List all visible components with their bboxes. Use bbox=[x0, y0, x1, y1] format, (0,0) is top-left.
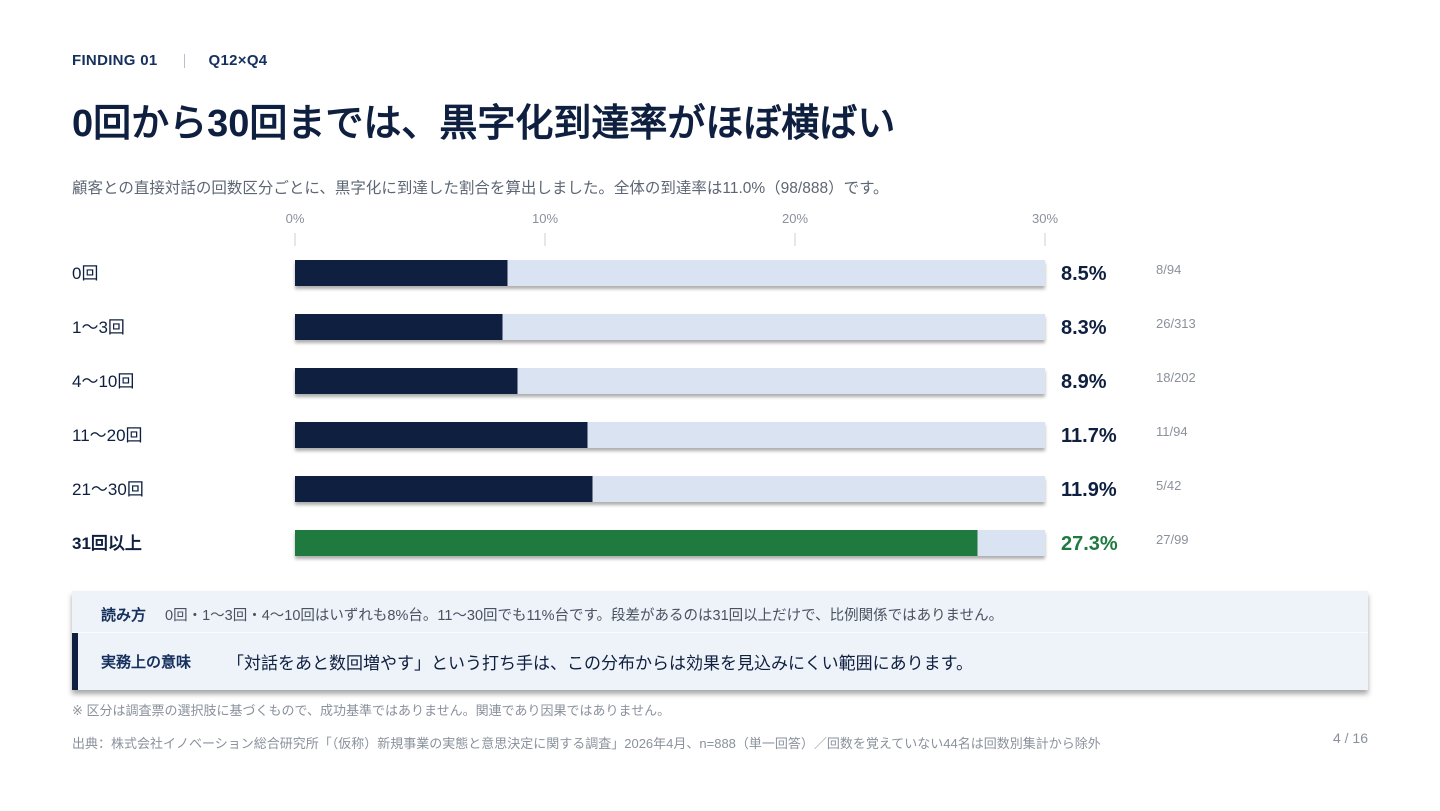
chart-row: 4〜10回 8.9% 18/202 bbox=[72, 368, 1196, 394]
category-label: 1〜3回 bbox=[72, 318, 125, 337]
category-label: 11〜20回 bbox=[72, 426, 143, 445]
eyebrow-divider bbox=[183, 53, 185, 68]
page-number: 4 / 16 bbox=[1332, 730, 1368, 746]
slide-title: 0回から30回までは、黒字化到達率がほぼ横ばい bbox=[72, 103, 896, 145]
category-label: 4〜10回 bbox=[72, 372, 134, 391]
count-label: 5/42 bbox=[1156, 478, 1181, 493]
implication-text: 「対話をあと数回増やす」という打ち手は、この分布からは効果を見込みにくい範囲にあ… bbox=[227, 654, 973, 673]
question-ref: Q12×Q4 bbox=[208, 52, 268, 69]
count-label: 18/202 bbox=[1156, 370, 1196, 385]
chart-row: 11〜20回 11.7% 11/94 bbox=[72, 422, 1188, 448]
footnote: ※ 区分は調査票の選択肢に基づくもので、成功基準ではありません。関連であり因果で… bbox=[72, 703, 671, 718]
x-tick-label: 20% bbox=[782, 211, 808, 226]
source-citation: 出典：株式会社イノベーション総合研究所「（仮称）新規事業の実態と意思決定に関する… bbox=[72, 736, 1101, 751]
reading-box: 読み方 0回・1〜3回・4〜10回はいずれも8%台。11〜30回でも11%台です… bbox=[72, 591, 1368, 633]
count-label: 27/99 bbox=[1156, 532, 1189, 547]
finding-label: FINDING 01 bbox=[72, 52, 158, 69]
implication-box: 実務上の意味 「対話をあと数回増やす」という打ち手は、この分布からは効果を見込み… bbox=[72, 633, 1368, 690]
value-label: 8.3% bbox=[1061, 317, 1107, 339]
chart-row: 21〜30回 11.9% 5/42 bbox=[72, 476, 1181, 502]
value-label: 11.7% bbox=[1061, 425, 1117, 447]
bar bbox=[295, 314, 503, 340]
chart-row: 31回以上 27.3% 27/99 bbox=[72, 530, 1189, 556]
category-label: 0回 bbox=[72, 264, 98, 283]
category-label: 31回以上 bbox=[72, 534, 142, 553]
bar bbox=[295, 476, 593, 502]
reading-label: 読み方 bbox=[101, 607, 147, 624]
box-divider bbox=[72, 632, 1368, 633]
bar bbox=[295, 260, 508, 286]
count-label: 11/94 bbox=[1156, 424, 1188, 439]
slide-subtitle: 顧客との直接対話の回数区分ごとに、黒字化に到達した割合を算出しました。全体の到達… bbox=[72, 180, 889, 197]
x-tick-label: 30% bbox=[1032, 211, 1058, 226]
bar-highlight bbox=[295, 530, 978, 556]
x-axis: 0% 10% 20% 30% bbox=[286, 211, 1058, 246]
value-label: 11.9% bbox=[1061, 479, 1117, 501]
chart-rows: 0回 8.5% 8/94 1〜3回 8.3% 26/313 4〜10回 8.9% 18/202 1… bbox=[72, 260, 1196, 556]
eyebrow: FINDING 01 Q12×Q4 bbox=[72, 52, 267, 69]
value-label: 8.5% bbox=[1061, 263, 1107, 285]
value-label: 8.9% bbox=[1061, 371, 1107, 393]
count-label: 8/94 bbox=[1156, 262, 1181, 277]
x-tick-label: 10% bbox=[532, 211, 558, 226]
x-tick-label: 0% bbox=[286, 211, 305, 226]
chart-row: 1〜3回 8.3% 26/313 bbox=[72, 314, 1196, 340]
implication-label: 実務上の意味 bbox=[101, 654, 192, 671]
category-label: 21〜30回 bbox=[72, 480, 144, 499]
value-label: 27.3% bbox=[1061, 533, 1118, 555]
count-label: 26/313 bbox=[1156, 316, 1196, 331]
bar bbox=[295, 368, 518, 394]
chart-row: 0回 8.5% 8/94 bbox=[72, 260, 1181, 286]
implication-accent-bar bbox=[72, 633, 78, 690]
bar-chart: 0% 10% 20% 30% 0回 8.5% 8/94 1〜3回 8.3% 26/313 4〜10… bbox=[72, 211, 1196, 556]
reading-text: 0回・1〜3回・4〜10回はいずれも8%台。11〜30回でも11%台です。段差が… bbox=[165, 608, 1004, 624]
bar bbox=[295, 422, 588, 448]
